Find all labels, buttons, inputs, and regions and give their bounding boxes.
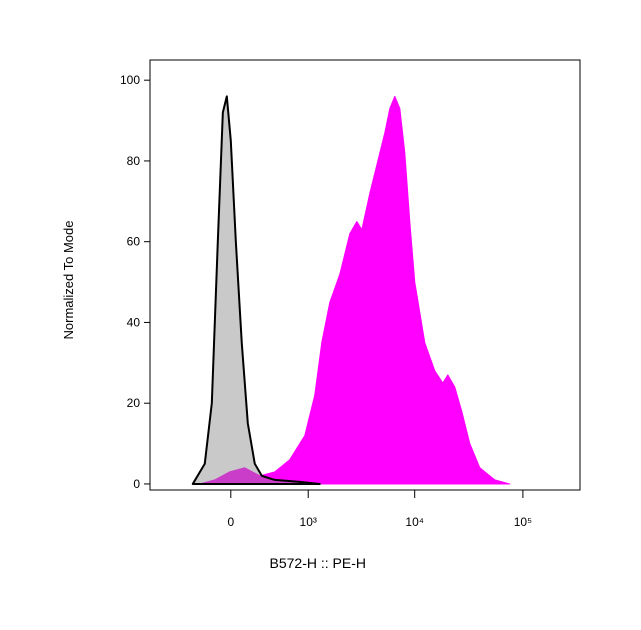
y-tick-label: 100 — [120, 73, 140, 87]
x-tick-label: 10³ — [300, 515, 317, 529]
x-tick-label: 10⁵ — [514, 515, 532, 529]
plot-frame — [149, 59, 581, 491]
x-axis-label: B572-H :: PE-H — [270, 555, 366, 571]
x-tick-label: 0 — [227, 515, 234, 529]
y-tick-label: 80 — [127, 154, 141, 168]
x-tick-label: 10⁴ — [405, 515, 424, 529]
y-tick-label: 60 — [127, 235, 141, 249]
y-axis-label: Normalized To Mode — [61, 221, 76, 340]
histogram-area — [191, 95, 321, 485]
y-tick-label: 20 — [127, 396, 141, 410]
y-tick-label: 0 — [133, 477, 140, 491]
y-tick-label: 40 — [127, 315, 141, 329]
histogram-area — [199, 95, 511, 485]
